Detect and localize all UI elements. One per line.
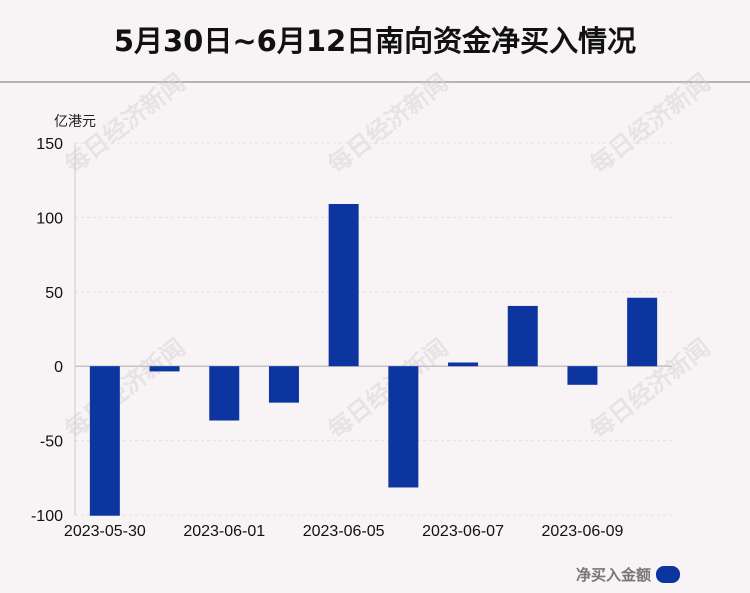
bar: [507, 305, 538, 367]
bar: [328, 204, 359, 367]
x-tick-label: 2023-06-05: [303, 523, 385, 540]
y-tick-label: 50: [45, 285, 63, 302]
bar: [388, 366, 419, 488]
legend-label: 净买入金额: [576, 566, 652, 584]
bar: [149, 366, 180, 372]
bar: [627, 297, 658, 367]
legend-swatch: [656, 566, 681, 583]
gridlines: [75, 142, 672, 516]
y-axis: -100 -50 0 50 100 150: [31, 136, 76, 525]
bar: [209, 366, 240, 421]
x-tick-label: 2023-05-30: [64, 523, 146, 540]
watermark-text: 每日经济新闻: [59, 333, 190, 445]
x-axis: 2023-05-30 2023-06-01 2023-06-05 2023-06-07…: [64, 523, 624, 540]
bars: [89, 204, 658, 516]
bar: [89, 366, 120, 516]
x-tick-label: 2023-06-01: [183, 523, 265, 540]
x-tick-label: 2023-06-07: [422, 523, 504, 540]
x-tick-label: 2023-06-09: [542, 523, 624, 540]
chart-title: 5月30日~6月12日南向资金净买入情况: [113, 24, 637, 58]
watermark-text: 每日经济新闻: [322, 68, 453, 180]
watermark-text: 每日经济新闻: [584, 68, 715, 180]
bar: [448, 362, 479, 367]
bar: [268, 366, 299, 403]
y-tick-label: 0: [54, 359, 63, 376]
legend: 净买入金额: [576, 564, 681, 585]
y-tick-label: 150: [36, 136, 63, 153]
y-axis-label: 亿港元: [54, 114, 96, 130]
y-tick-label: -100: [31, 508, 63, 525]
title-divider: [0, 81, 750, 83]
y-tick-label: -50: [40, 434, 63, 451]
y-tick-label: 100: [36, 210, 63, 227]
bar: [567, 366, 598, 385]
